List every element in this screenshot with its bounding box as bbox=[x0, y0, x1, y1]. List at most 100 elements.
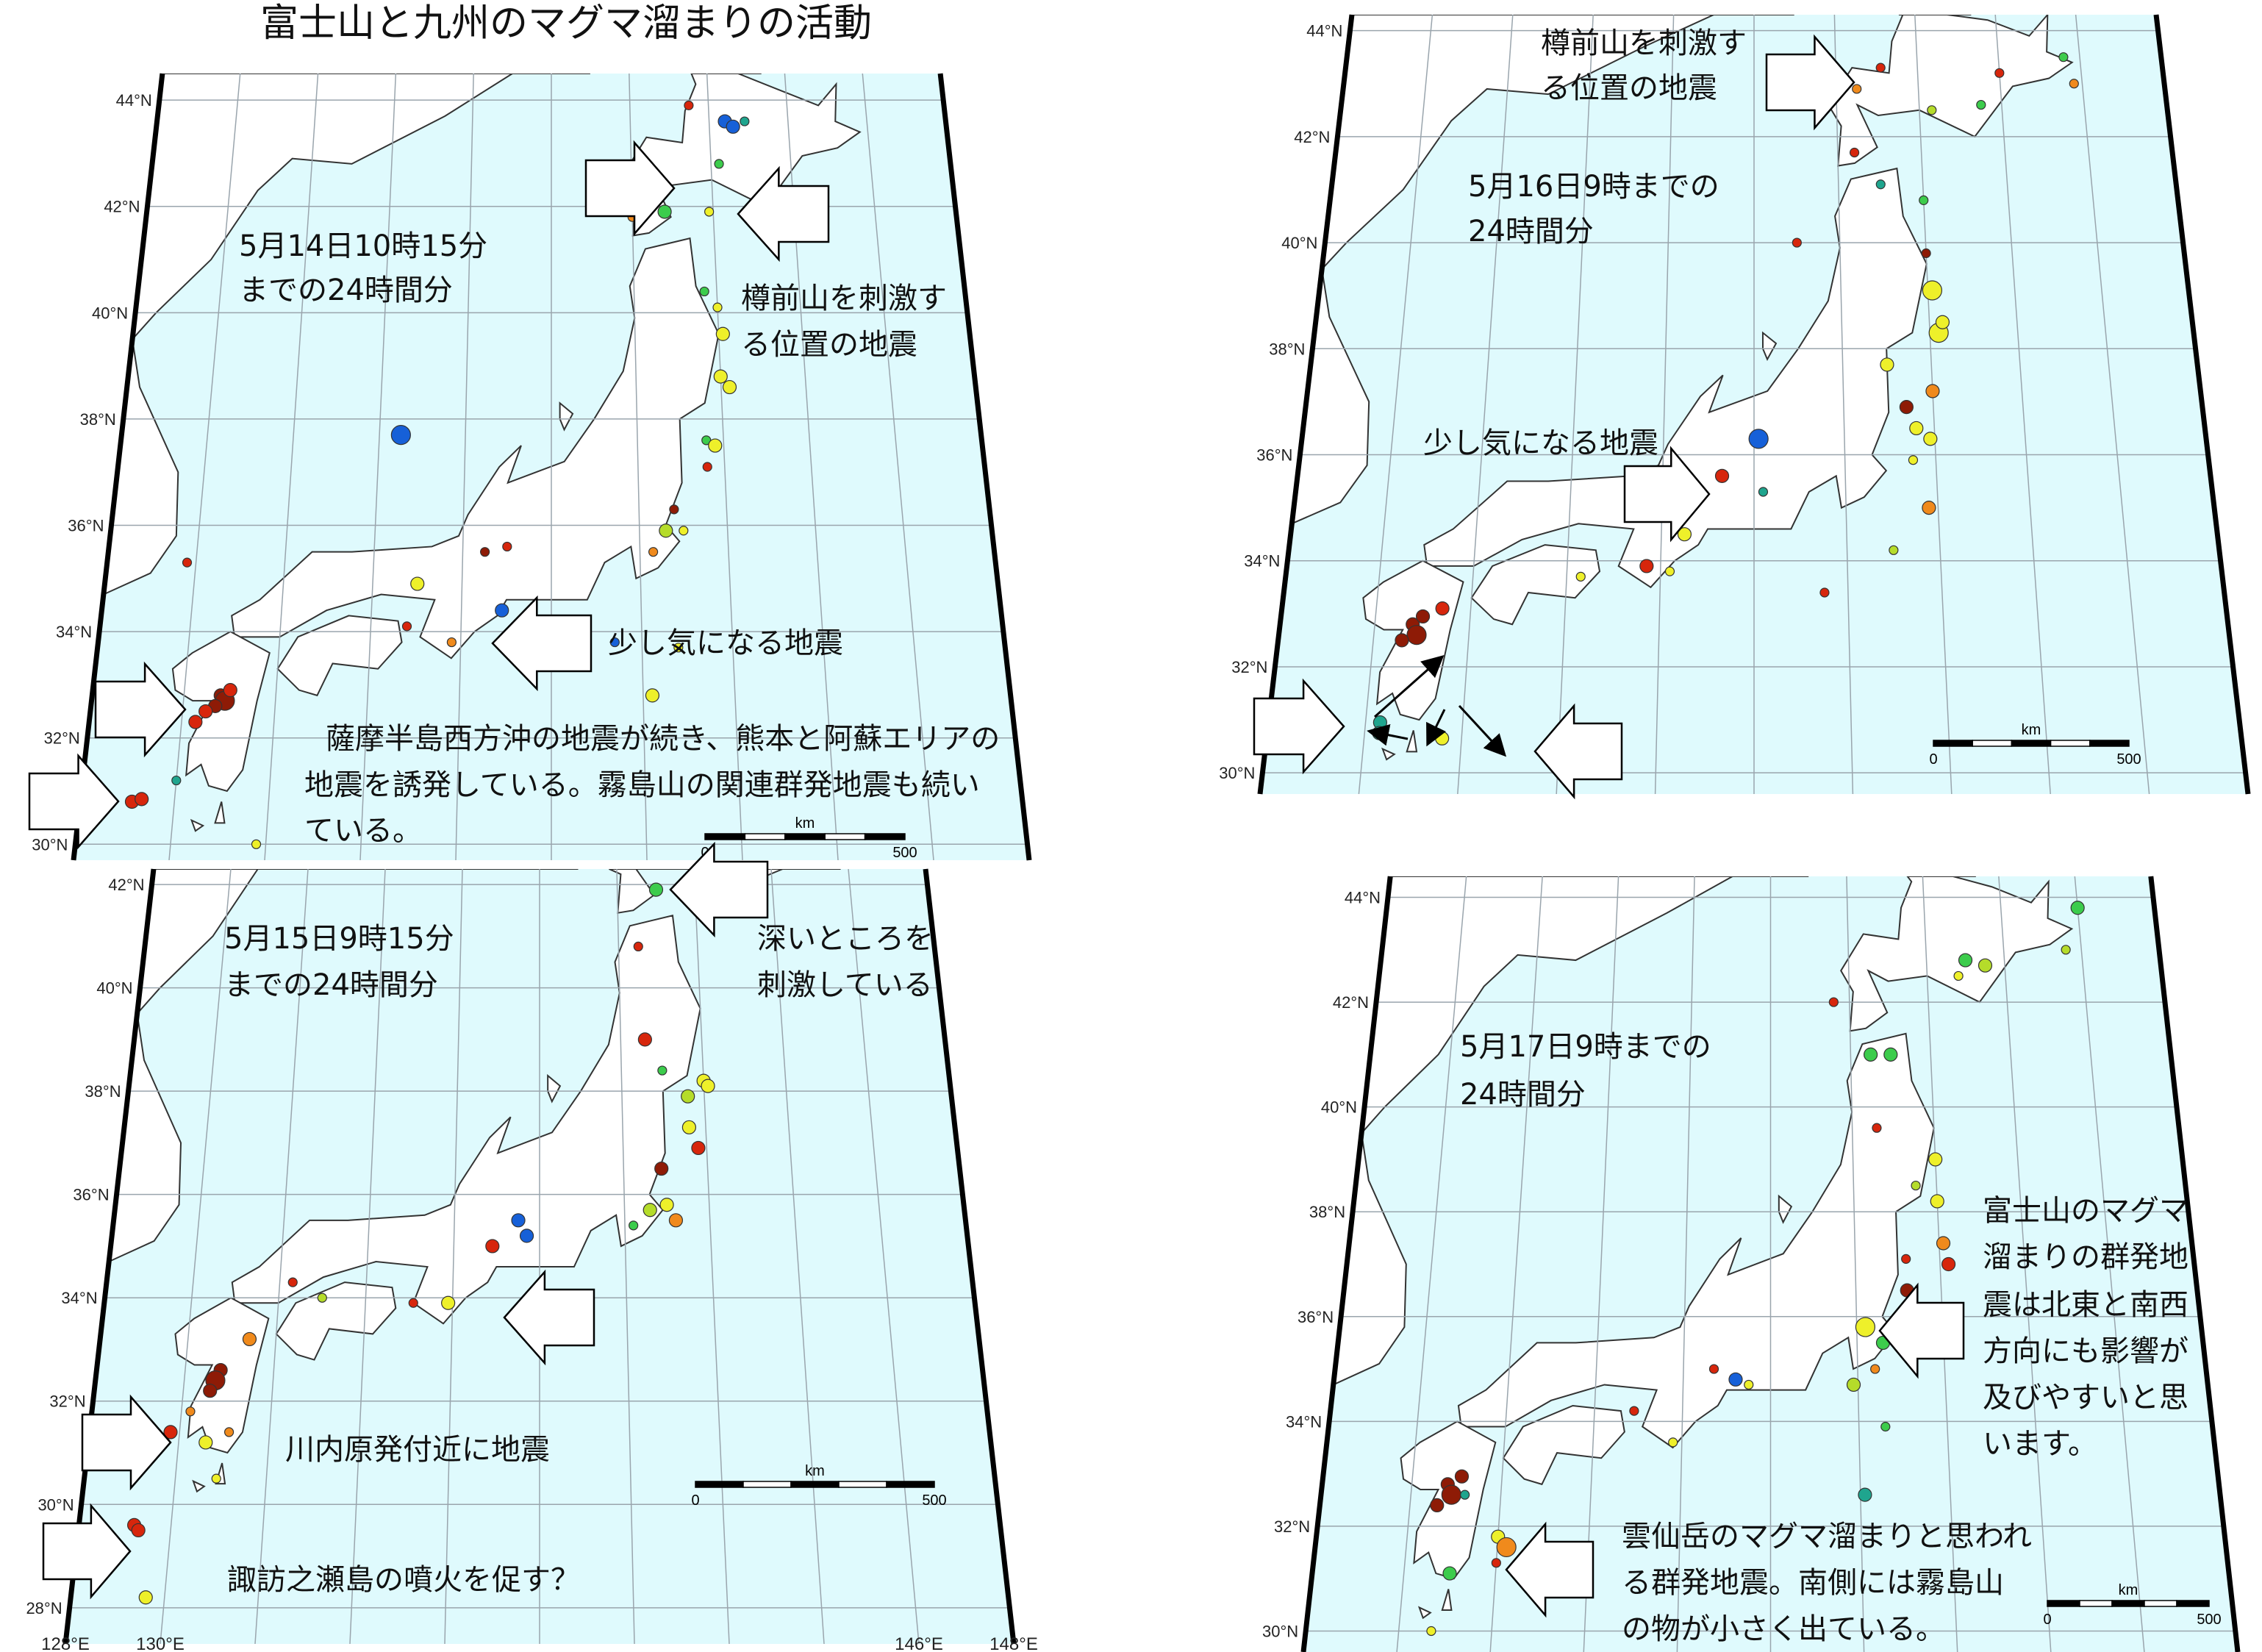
earthquake-marker bbox=[1496, 1537, 1517, 1558]
longitude-label: 146°E bbox=[895, 1634, 943, 1652]
latitude-label: 42°N bbox=[104, 198, 140, 216]
earthquake-marker bbox=[1426, 1626, 1436, 1637]
scale-bar-segment bbox=[886, 1481, 935, 1488]
earthquake-marker bbox=[1936, 1236, 1951, 1251]
earthquake-marker bbox=[502, 541, 512, 552]
panel3-caption-line2: までの24時間分 bbox=[224, 968, 438, 1002]
earthquake-marker bbox=[1855, 1317, 1876, 1337]
arrow-right-icon bbox=[81, 1394, 172, 1491]
earthquake-marker bbox=[1406, 625, 1427, 646]
earthquake-marker bbox=[1870, 1364, 1880, 1374]
earthquake-marker bbox=[1748, 429, 1769, 449]
panel2-caption-line2: 24時間分 bbox=[1468, 215, 1594, 248]
earthquake-marker bbox=[1976, 99, 1986, 110]
earthquake-marker bbox=[659, 523, 673, 538]
scale-bar-segment bbox=[1972, 740, 2013, 747]
latitude-label: 38°N bbox=[1269, 340, 1305, 358]
earthquake-marker bbox=[1491, 1558, 1501, 1568]
earthquake-marker bbox=[1935, 315, 1950, 329]
scale-bar-end: 500 bbox=[2116, 751, 2141, 768]
scale-bar-segment bbox=[784, 833, 826, 840]
longitude-gridline bbox=[1489, 876, 1543, 1652]
earthquake-marker bbox=[163, 1425, 178, 1440]
earthquake-marker bbox=[1708, 1364, 1719, 1374]
earthquake-marker bbox=[519, 1229, 534, 1243]
longitude-gridline bbox=[1998, 876, 2052, 1652]
panel1-satsuma-note-line3: ている。 bbox=[304, 814, 422, 848]
earthquake-marker bbox=[1639, 559, 1654, 573]
latitude-label: 42°N bbox=[1333, 993, 1369, 1012]
panel4-unzen-note-line2: る群発地震。南側には霧島山 bbox=[1622, 1566, 2004, 1600]
panel4-fuji-note-line4: 方向にも影響が bbox=[1983, 1334, 2188, 1368]
longitude-gridline bbox=[2075, 15, 2150, 794]
landmass-sado bbox=[559, 401, 574, 432]
arrow-right-icon bbox=[1623, 446, 1711, 543]
landmass-tanegashima bbox=[1441, 1589, 1453, 1611]
earthquake-marker bbox=[654, 1161, 669, 1176]
panel1-notable-quake-note: 少し気になる地震 bbox=[608, 626, 843, 660]
latitude-label: 30°N bbox=[1262, 1622, 1298, 1640]
earthquake-marker bbox=[648, 882, 664, 897]
earthquake-marker bbox=[198, 1435, 213, 1450]
arrow-right-icon bbox=[1765, 34, 1855, 131]
earthquake-marker bbox=[702, 462, 712, 472]
map-frame-right bbox=[937, 73, 1032, 861]
earthquake-marker bbox=[722, 379, 737, 395]
scale-bar-segment bbox=[2144, 1600, 2177, 1607]
earthquake-marker bbox=[2070, 901, 2085, 915]
scale-bar-segment bbox=[704, 833, 746, 840]
arrow-right-icon bbox=[28, 753, 120, 850]
longitude-gridline bbox=[1922, 876, 1958, 1652]
longitude-gridline bbox=[160, 869, 232, 1644]
scale-bar-segment bbox=[2089, 740, 2130, 747]
earthquake-marker bbox=[131, 1523, 146, 1538]
earthquake-marker bbox=[1953, 970, 1964, 981]
scale-bar-end: 500 bbox=[2197, 1612, 2221, 1628]
earthquake-marker bbox=[1846, 1377, 1861, 1392]
earthquake-marker bbox=[1852, 84, 1862, 94]
longitude-gridline bbox=[1358, 15, 1434, 794]
earthquake-marker bbox=[223, 683, 237, 698]
latitude-label: 44°N bbox=[116, 91, 152, 110]
earthquake-marker bbox=[714, 159, 724, 169]
longitude-label: 130°E bbox=[136, 1634, 185, 1652]
arrow-right-icon bbox=[42, 1503, 132, 1600]
map-content bbox=[69, 869, 1010, 1644]
earthquake-marker bbox=[390, 425, 411, 446]
earthquake-marker bbox=[317, 1292, 327, 1303]
earthquake-marker bbox=[648, 547, 659, 557]
scale-bar-start: 0 bbox=[691, 1492, 699, 1509]
earthquake-marker bbox=[1849, 147, 1860, 158]
latitude-label: 38°N bbox=[85, 1082, 121, 1101]
earthquake-marker bbox=[1435, 731, 1450, 745]
earthquake-marker bbox=[715, 326, 730, 341]
latitude-label: 44°N bbox=[1345, 889, 1381, 907]
scale-bar-end: 500 bbox=[922, 1492, 946, 1509]
arrow-left-icon bbox=[737, 165, 830, 262]
earthquake-marker bbox=[1454, 1469, 1470, 1484]
scale-bar-segment bbox=[2111, 1600, 2145, 1607]
earthquake-marker bbox=[1744, 1379, 1754, 1390]
map-frame-left bbox=[1257, 14, 1355, 795]
map-frame-left bbox=[1300, 876, 1393, 1652]
landmass-yakushima bbox=[1417, 1606, 1432, 1620]
longitude-gridline bbox=[848, 869, 920, 1644]
longitude-gridline bbox=[1914, 15, 1953, 794]
earthquake-marker bbox=[699, 286, 709, 297]
longitude-gridline bbox=[2074, 876, 2145, 1652]
panel3-suwanosejima-note: 諏訪之瀬島の噴火を促す？ bbox=[227, 1563, 580, 1597]
scale-bar-segment bbox=[790, 1481, 840, 1488]
earthquake-marker bbox=[1575, 571, 1586, 582]
earthquake-marker bbox=[211, 1473, 221, 1484]
longitude-gridline bbox=[1994, 15, 2051, 794]
scale-bar-end: 500 bbox=[892, 845, 917, 861]
earthquake-marker bbox=[1875, 179, 1886, 190]
earthquake-marker bbox=[1919, 195, 1929, 205]
landmass-kyushu bbox=[171, 630, 271, 793]
panel4-unzen-note-line1: 雲仙岳のマグマ溜まりと思われ bbox=[1622, 1520, 2032, 1553]
scale-bar-segment bbox=[2047, 1600, 2080, 1607]
earthquake-marker bbox=[633, 941, 643, 952]
earthquake-marker bbox=[1435, 601, 1450, 616]
landmass-hokkaido bbox=[1840, 876, 2074, 1032]
